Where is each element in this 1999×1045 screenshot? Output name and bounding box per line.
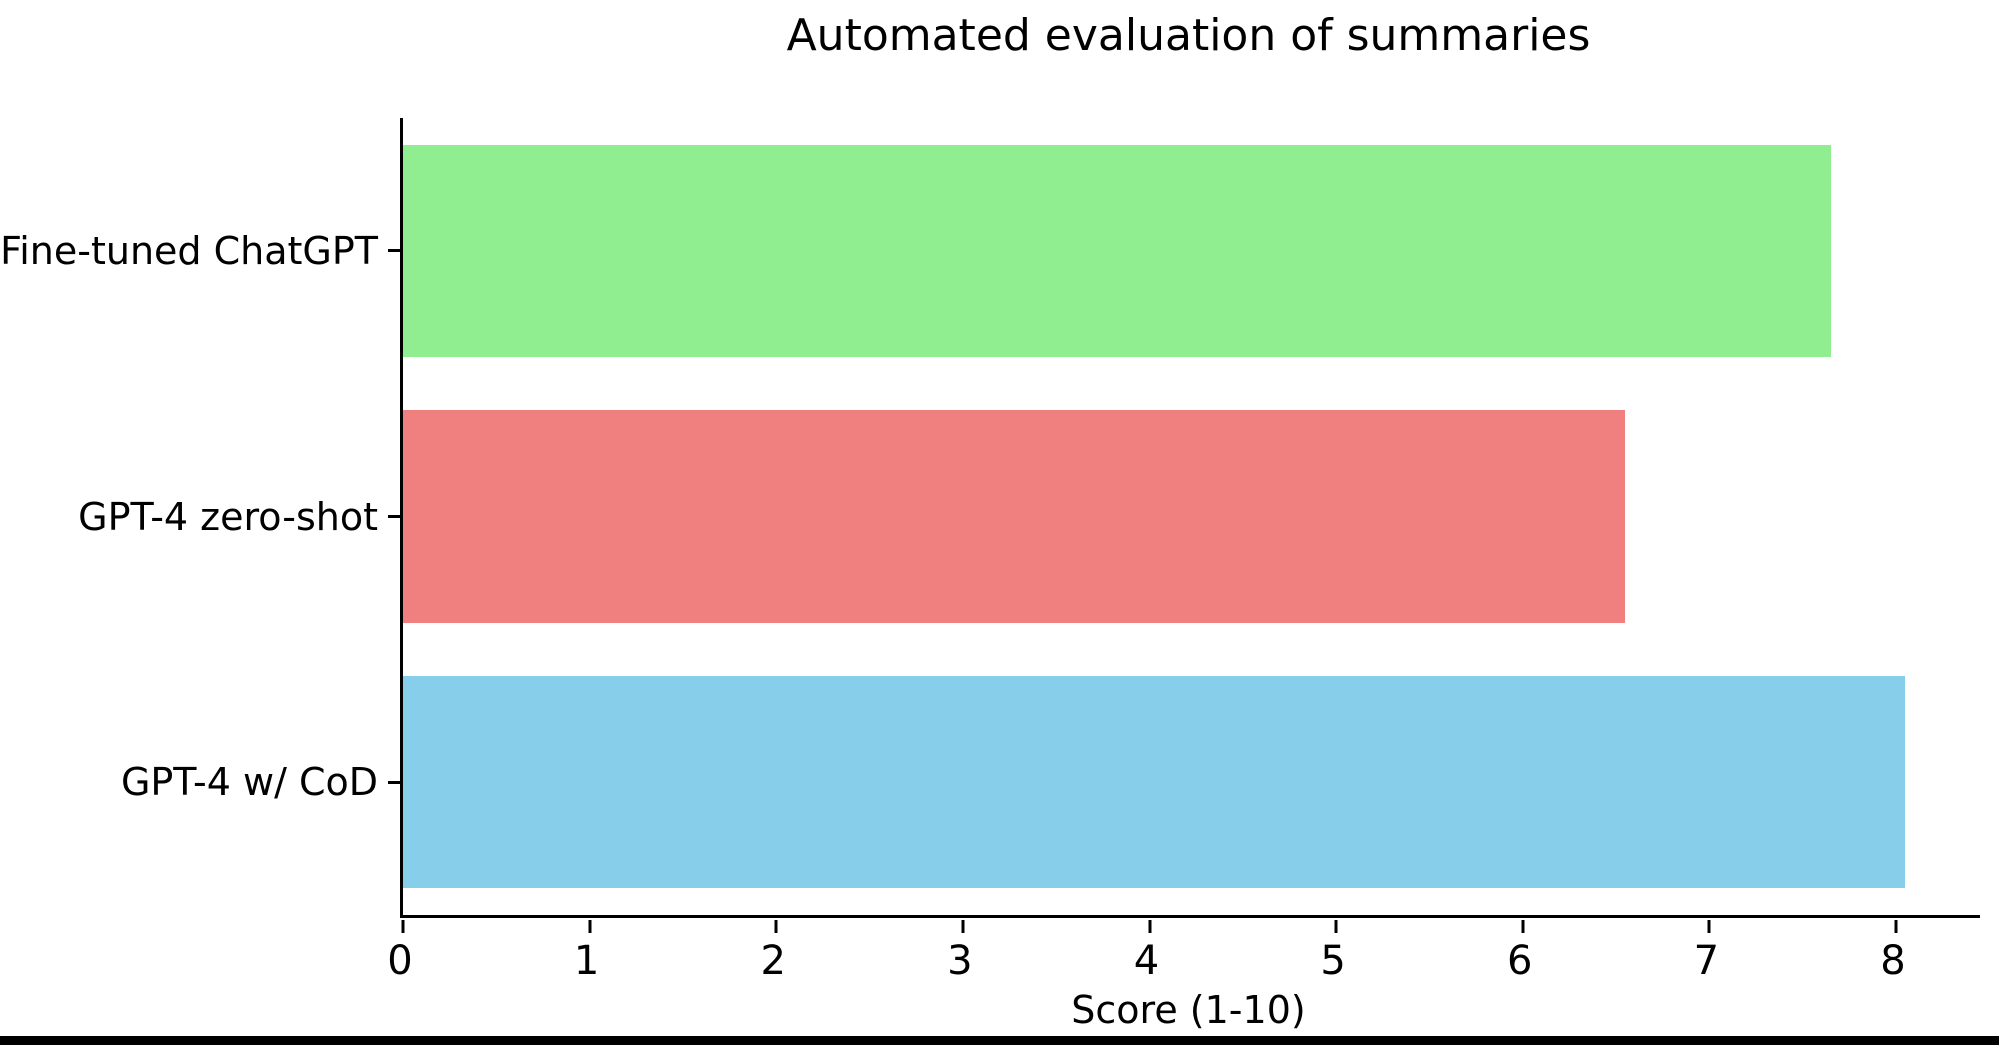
y-label-gpt-4-zero-shot: GPT-4 zero-shot	[78, 494, 378, 539]
y-label-gpt-4-w-cod: GPT-4 w/ CoD	[120, 760, 378, 805]
x-axis-tick-labels: 0 1 2 3 4 5 6 7 8	[387, 938, 1977, 988]
y-tick-mark	[388, 515, 400, 518]
x-tick-label-3: 3	[947, 938, 973, 984]
x-axis-label: Score (1-10)	[1071, 988, 1306, 1032]
x-tick-label-1: 1	[573, 938, 600, 984]
x-tick-label-7: 7	[1693, 938, 1720, 984]
x-tick-mark	[401, 920, 405, 933]
bottom-border-strip	[0, 1036, 1999, 1045]
plot-area	[388, 118, 1980, 933]
chart-title: Automated evaluation of summaries	[786, 10, 1591, 61]
bar-gpt-4-w-cod	[403, 675, 1906, 889]
x-tick-mark	[1894, 920, 1898, 933]
x-tick-mark	[961, 920, 965, 933]
x-tick-label-6: 6	[1507, 938, 1533, 984]
x-tick-mark	[1707, 920, 1711, 933]
y-label-fine-tuned-chatgpt: Fine-tuned ChatGPT	[0, 228, 378, 273]
x-tick-label-5: 5	[1320, 938, 1346, 984]
x-tick-mark	[1334, 920, 1338, 933]
x-tick-mark	[588, 920, 592, 933]
x-tick-mark	[774, 920, 778, 933]
bar-fine-tuned-chatgpt	[403, 144, 1831, 358]
x-tick-mark	[1148, 920, 1151, 933]
x-tick-label-0: 0	[387, 938, 413, 984]
y-tick-mark	[388, 780, 400, 784]
x-tick-label-2: 2	[760, 938, 786, 984]
y-tick-mark	[388, 249, 400, 253]
x-tick-mark	[1521, 920, 1525, 933]
x-tick-label-4: 4	[1133, 938, 1160, 984]
y-axis-labels: Fine-tuned ChatGPT GPT-4 zero-shot GPT-4 w…	[0, 118, 378, 915]
x-tick-label-8: 8	[1880, 938, 1906, 984]
bar-gpt-4-zero-shot	[403, 410, 1626, 623]
